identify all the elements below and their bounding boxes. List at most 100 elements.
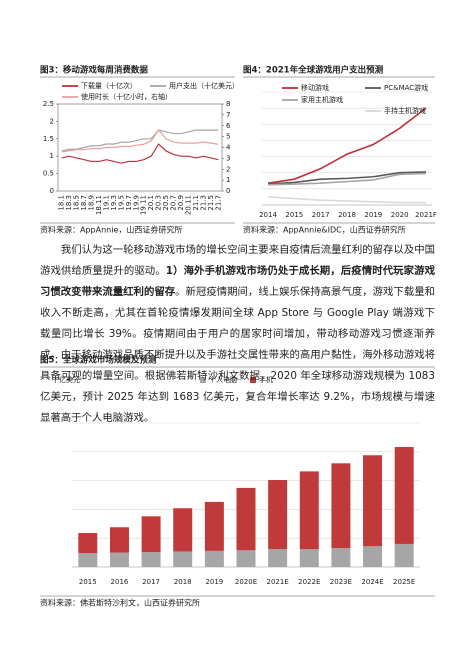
legend-label: 下载量（十亿次） [81,81,137,90]
y2-tick-label: 1 [226,176,230,184]
figure-source: 资料来源：AppAnnie，山西证券研究所 [40,225,182,235]
bar-segment [204,550,224,567]
legend-swatch [200,377,206,383]
x-tick-label: 2025E [393,578,415,586]
y-tick-label: 0 [50,187,54,195]
x-tick-label: 21.3 [199,195,207,211]
bar-segment [299,471,319,550]
x-tick-label: 18.3 [65,195,73,211]
legend-label: 用户支出（十亿美元） [169,81,239,90]
figure-title: 图3：移动游戏每周消费数据 [40,65,148,76]
series-line [61,129,219,153]
y-tick-label: 1.5 [43,135,54,143]
bar-segment [236,487,256,551]
x-tick-label: 20.11 [184,195,192,215]
series-line [61,143,219,164]
figure-source: 资料来源：AppAnnie&IDC，山西证券研究所 [243,225,406,235]
x-tick-label: 2018 [338,211,356,219]
bar-segment [394,447,414,544]
series-line [61,129,219,152]
y2-tick-label: 6 [226,122,231,130]
plot-frame [57,103,223,192]
bar-segment [394,543,414,567]
x-tick-label: 21.1 [192,195,200,211]
y2-tick-label: 4 [226,144,231,152]
x-tick-label: 19.3 [110,195,118,211]
bar-segment [268,549,288,567]
bar-segment [299,549,319,567]
y-tick-label: 2.5 [43,100,54,108]
legend-label: 手持主机游戏 [384,106,426,115]
x-tick-label: 2020 [391,211,409,219]
x-tick-label: 2023E [330,578,352,586]
x-tick-label: 21.7 [214,195,222,211]
x-tick-label: 2019 [364,211,382,219]
x-tick-label: 2018 [174,578,192,586]
bar-segment [268,480,288,550]
bar-segment [173,508,193,552]
bar-segment [204,501,224,551]
x-tick-label: 18.9 [88,195,96,211]
bar-segment [141,516,161,553]
x-tick-label: 18.11 [95,195,103,215]
legend-swatch [250,377,256,383]
x-tick-label: 20.1 [147,195,155,211]
x-tick-label: 2015 [285,211,303,219]
bar-segment [331,547,351,567]
text: 我们认为这一轮移动游戏市场的增长空间主要来自疫情后流量红利的留存以及中国游戏供给… [40,244,435,277]
bar-segment [109,527,129,553]
series-line [267,172,427,186]
bar-segment [236,550,256,567]
x-tick-label: 2020E [235,578,257,586]
x-tick-label: 2014 [259,211,277,219]
x-tick-label: 20.3 [155,195,163,211]
bar-segment [78,553,98,567]
x-tick-label: 21.5 [207,195,215,211]
y2-tick-label: 7 [226,111,230,119]
y2-tick-label: 0 [226,187,230,195]
bar-segment [141,552,161,567]
legend-label: 手机 [259,375,273,384]
text: 。新冠疫情期间，线上娱乐保持高景气度，游戏下载量和收入不断走高，尤其在首轮疫情爆… [40,286,436,424]
bar-segment [173,551,193,567]
y2-tick-label: 5 [226,133,230,141]
x-tick-label: 2015 [79,578,97,586]
x-tick-label: 2017 [142,578,160,586]
bar-segment [109,552,129,567]
y2-tick-label: 3 [226,154,230,162]
x-tick-label: 19.1 [102,195,110,211]
series-line [267,196,426,204]
bar-segment [363,546,383,567]
x-tick-label: 18.1 [58,195,66,211]
bar-segment [363,455,383,547]
series-line [267,171,427,185]
x-tick-label: 18.5 [73,195,81,211]
x-tick-label: 2017 [312,211,330,219]
legend-label: 使用时长（十亿小时，右轴） [81,92,172,101]
x-tick-label: 2019 [205,578,223,586]
figure-title: 图5：全球游戏市场规模及预测 [40,355,157,366]
x-tick-label: 20.7 [170,195,178,211]
series-line [267,107,427,184]
x-tick-label: 20.9 [177,195,185,211]
x-tick-label: 2016 [111,578,129,586]
y-axis-label: 十亿美元 [52,375,80,384]
y2-tick-label: 2 [226,165,230,173]
x-tick-label: 2021F [415,211,437,219]
bar-segment [78,533,98,554]
x-tick-label: 19.5 [117,195,125,211]
legend-label: PC&MAC游戏 [384,83,428,92]
y-tick-label: 0.5 [43,170,54,178]
figure-title: 图4：2021年全球游戏用户支出预测 [243,65,384,76]
body-text: 我们认为这一轮移动游戏市场的增长空间主要来自疫情后流量红利的留存以及中国游戏供给… [40,240,435,429]
x-tick-label: 19.11 [140,195,148,215]
x-tick-label: 2021E [267,578,289,586]
legend-label: 个人电脑 [209,375,237,384]
bold-text: 1）海外手机游戏市场仍处于成长期，后疫情时代玩家游戏习惯改变带来流量红利的留存 [40,265,435,298]
y-tick-label: 1 [50,152,54,160]
bar-segment [331,463,351,548]
x-tick-label: 18.7 [80,195,88,211]
x-tick-label: 19.9 [132,195,140,211]
x-tick-label: 19.7 [125,195,133,211]
